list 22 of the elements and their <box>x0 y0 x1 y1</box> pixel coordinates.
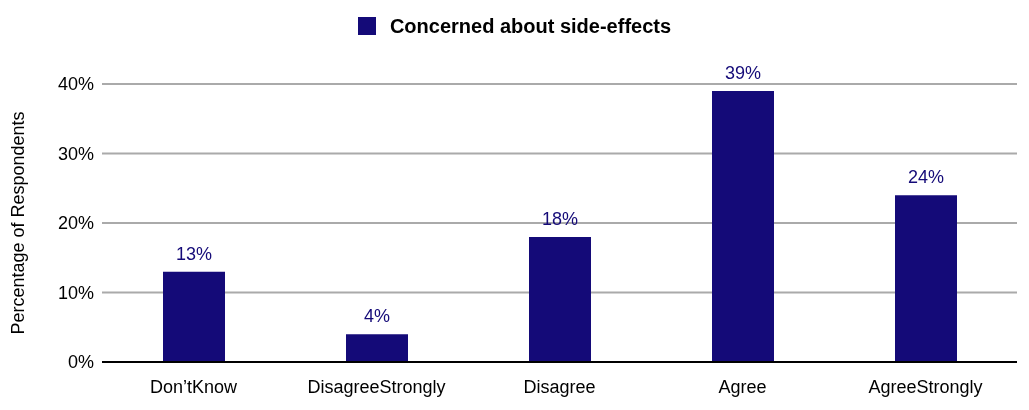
text: 4% <box>363 306 391 327</box>
y-tick-label: 40% <box>57 74 94 95</box>
text: 39% <box>724 62 762 83</box>
legend-label: Concerned about side-effects <box>389 14 672 38</box>
y-axis-title: Percentage of Respondents <box>8 111 29 335</box>
bar <box>163 271 225 362</box>
x-tick-label: Disagree <box>523 376 596 397</box>
text: 18% <box>541 208 579 229</box>
x-tick-label: AgreeStrongly <box>868 376 983 397</box>
y-tick-label: 10% <box>57 282 94 303</box>
text: 13% <box>175 243 213 264</box>
text: 24% <box>907 167 945 188</box>
bar <box>895 195 957 362</box>
x-tick-label: Agree <box>718 376 767 397</box>
x-tick-label: Don’tKnow <box>149 376 239 397</box>
x-tick-label: DisagreeStrongly <box>307 376 446 397</box>
bar <box>712 90 774 362</box>
bar <box>346 334 408 362</box>
bar <box>529 236 591 362</box>
y-tick-label: 30% <box>57 143 94 164</box>
y-tick-label: 0% <box>67 352 94 373</box>
y-tick-label: 20% <box>57 213 94 234</box>
